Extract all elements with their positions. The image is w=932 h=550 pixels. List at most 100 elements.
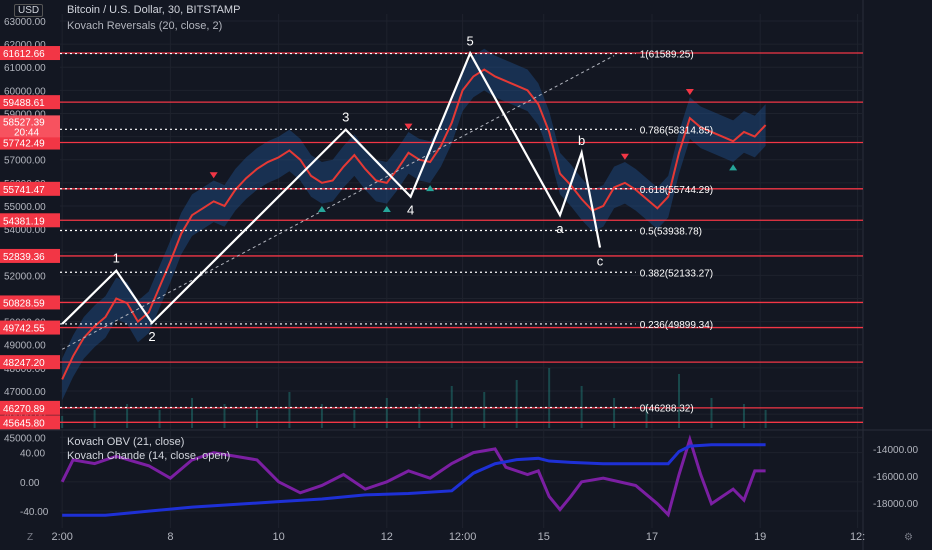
- level-label-bg: [0, 355, 60, 370]
- current-price-badge: [0, 115, 60, 138]
- settings-icon[interactable]: ⚙: [904, 532, 913, 543]
- wave-label: 4: [407, 203, 414, 218]
- level-label: 57742.49: [3, 139, 45, 150]
- wave-label: 3: [342, 110, 349, 125]
- level-label-bg: [0, 95, 60, 110]
- elliott-wave-line: [61, 50, 602, 325]
- volume-bar: [515, 380, 518, 428]
- indicator-chande-label: Kovach Chande (14, close, open): [67, 450, 231, 462]
- fib-level-label: 1(61589.25): [640, 50, 694, 61]
- level-label-bg: [0, 320, 60, 335]
- level-label-bg: [0, 46, 60, 61]
- price-band: [62, 48, 766, 401]
- fib-level-label: 0.618(55744.29): [640, 185, 713, 196]
- level-label-bg: [0, 181, 60, 196]
- chande-line: [60, 434, 766, 518]
- time-tick-label: 17: [646, 531, 658, 543]
- price-tick-label: 47000.00: [4, 387, 46, 398]
- obv-tick-label: -14000.00: [873, 445, 918, 456]
- level-label: 52839.36: [3, 252, 45, 263]
- timezone-icon[interactable]: Z: [27, 532, 34, 543]
- price-tick-label: 49000.00: [4, 341, 46, 352]
- level-label: 49742.55: [3, 324, 45, 335]
- time-tick-label: 15: [538, 531, 550, 543]
- level-label-bg: [0, 415, 60, 430]
- sell-marker: [685, 88, 694, 95]
- time-tick-label: 12:: [850, 531, 865, 543]
- wave-label: c: [597, 254, 604, 269]
- current-price-time: 20:44: [14, 127, 39, 138]
- buy-marker: [729, 164, 738, 171]
- chart-subtitle: Kovach Reversals (20, close, 2): [67, 20, 223, 32]
- level-label: 48247.20: [3, 358, 45, 369]
- wave-label: 1: [113, 251, 120, 266]
- fib-level-label: 0.382(52133.27): [640, 268, 713, 279]
- volume-bar: [126, 404, 129, 428]
- level-label: 45645.80: [3, 418, 45, 429]
- sell-marker: [620, 153, 629, 160]
- chande-tick-label: 40.00: [20, 449, 45, 460]
- volume-bar: [645, 404, 648, 428]
- time-tick-label: 12:00: [449, 531, 477, 543]
- level-label-bg: [0, 248, 60, 263]
- level-label-bg: [0, 400, 60, 415]
- sell-marker: [209, 172, 218, 179]
- chande-tick-label: 0.00: [20, 478, 40, 489]
- level-label: 55741.47: [3, 185, 45, 196]
- price-tick-label: 45000.00: [4, 433, 46, 444]
- level-label-bg: [0, 213, 60, 228]
- buy-marker: [382, 205, 391, 212]
- current-price-label: 58527.39: [3, 117, 45, 128]
- time-tick-label: 8: [167, 531, 173, 543]
- volume-bar: [93, 410, 96, 428]
- trendline: [61, 55, 615, 350]
- volume-bar: [548, 368, 551, 428]
- wave-label: b: [578, 133, 585, 148]
- chande-tick-label: -40.00: [20, 507, 49, 518]
- buy-marker: [426, 185, 435, 192]
- volume-bar: [353, 410, 356, 428]
- price-tick-label: 48000.00: [4, 364, 46, 375]
- volume-bar: [710, 398, 713, 428]
- price-tick-label: 62000.00: [4, 40, 46, 51]
- fib-level-label: 0.5(53938.78): [640, 227, 702, 238]
- volume-bar: [191, 398, 194, 428]
- obv-tick-label: -16000.00: [873, 472, 918, 483]
- wave-label: 2: [148, 329, 155, 344]
- volume-bar: [288, 392, 291, 428]
- price-tick-label: 59000.00: [4, 109, 46, 120]
- price-tick-label: 55000.00: [4, 202, 46, 213]
- price-tick-label: 52000.00: [4, 271, 46, 282]
- level-label: 54381.19: [3, 216, 45, 227]
- volume-bar: [764, 410, 767, 428]
- level-label: 50828.59: [3, 298, 45, 309]
- volume-bar: [223, 404, 226, 428]
- volume-bar: [418, 404, 421, 428]
- level-label: 46270.89: [3, 404, 45, 415]
- price-tick-label: 57000.00: [4, 156, 46, 167]
- price-tick-label: 54000.00: [4, 225, 46, 236]
- price-tick-label: 60000.00: [4, 86, 46, 97]
- time-tick-label: 19: [754, 531, 766, 543]
- sell-marker: [404, 123, 413, 130]
- price-tick-label: 63000.00: [4, 17, 46, 28]
- volume-bar: [483, 392, 486, 428]
- level-label-bg: [0, 135, 60, 150]
- volume-bar: [678, 374, 681, 428]
- volume-bar: [320, 404, 323, 428]
- price-tick-label: 61000.00: [4, 63, 46, 74]
- volume-bar: [158, 410, 161, 428]
- indicator-obv-label: Kovach OBV (21, close): [67, 436, 185, 448]
- level-label: 61612.66: [3, 49, 45, 60]
- price-reversal-line: [61, 68, 767, 380]
- fib-level-label: 0.786(58314.85): [640, 125, 713, 136]
- buy-marker: [317, 205, 326, 212]
- time-tick-label: 2:00: [51, 531, 72, 543]
- time-tick-label: 12: [381, 531, 393, 543]
- currency-label[interactable]: USD: [14, 4, 44, 17]
- volume-bar: [613, 398, 616, 428]
- obv-line: [62, 443, 766, 517]
- volume-bar: [385, 398, 388, 428]
- volume-bar: [255, 410, 258, 428]
